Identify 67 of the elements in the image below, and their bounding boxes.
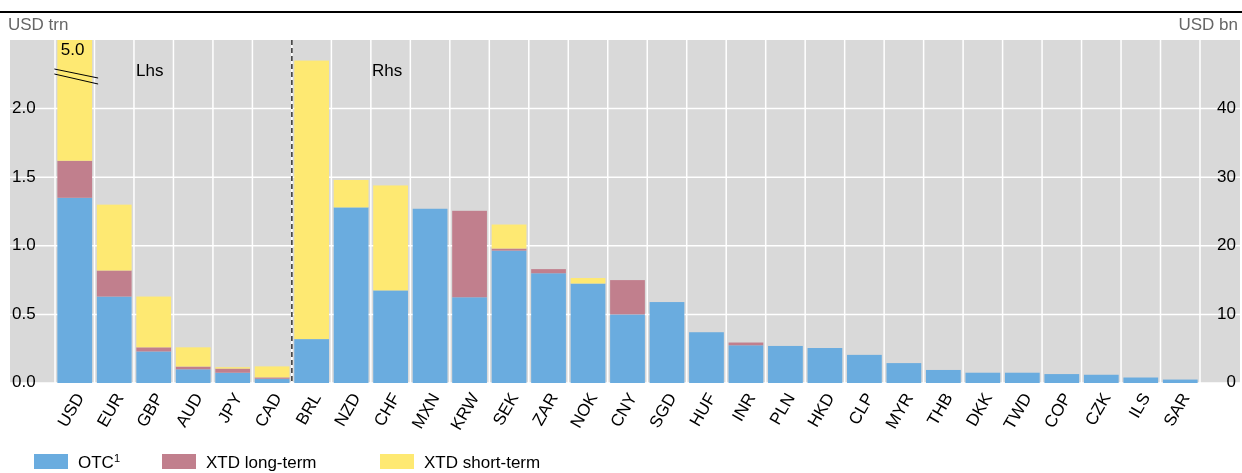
y-tick-label: 1.5 xyxy=(12,166,36,186)
y-tick-label: 0.5 xyxy=(12,303,36,323)
bar xyxy=(57,40,93,161)
bar xyxy=(531,273,566,383)
legend-label: OTC$^{1}$ xyxy=(78,452,121,472)
bar xyxy=(333,207,369,383)
y2-tick-label: 10 xyxy=(1217,303,1236,323)
bar xyxy=(807,348,843,383)
bar xyxy=(491,250,527,383)
bar xyxy=(136,347,172,352)
bar xyxy=(491,224,527,249)
bar xyxy=(373,185,408,291)
bar xyxy=(847,354,882,383)
annotation: Rhs xyxy=(372,61,403,80)
bar xyxy=(610,314,645,383)
bar xyxy=(57,160,93,198)
bar xyxy=(373,290,408,383)
bar xyxy=(965,372,1001,383)
legend-label: XTD long-term xyxy=(206,453,317,472)
bar xyxy=(136,351,172,383)
bar xyxy=(254,378,290,383)
bar xyxy=(294,60,330,340)
bar xyxy=(649,302,685,383)
bar xyxy=(452,210,487,298)
bar xyxy=(96,204,132,271)
y2-axis-title: USD bn xyxy=(1178,15,1238,34)
y-axis-title: USD trn xyxy=(8,15,69,34)
bar xyxy=(531,269,566,274)
bar xyxy=(1083,374,1119,383)
y-tick-label: 1.0 xyxy=(12,235,36,255)
bar xyxy=(215,368,251,373)
y2-tick-label: 40 xyxy=(1217,98,1236,118)
bar xyxy=(1004,372,1040,383)
annotation: 5.0 xyxy=(60,40,85,59)
bar xyxy=(333,179,369,208)
bar xyxy=(294,339,330,383)
bar xyxy=(491,248,527,251)
bar xyxy=(570,278,606,284)
bar xyxy=(610,280,645,315)
y-tick-label: 2.0 xyxy=(12,98,36,118)
bar xyxy=(768,345,803,383)
legend-label: XTD short-term xyxy=(424,453,541,472)
bar xyxy=(1123,377,1159,383)
bar xyxy=(570,283,606,383)
bar xyxy=(57,197,93,383)
bar xyxy=(728,345,764,383)
bar xyxy=(689,332,724,383)
y2-tick-label: 0 xyxy=(1226,372,1236,392)
bar xyxy=(925,369,961,383)
x-tick-label: ILS xyxy=(1124,389,1155,422)
bar xyxy=(96,270,132,297)
bar xyxy=(886,363,922,383)
bar xyxy=(136,296,172,348)
bar xyxy=(215,372,251,383)
bar xyxy=(412,208,448,383)
bar xyxy=(1044,374,1080,383)
bar xyxy=(452,297,487,383)
bar xyxy=(96,296,132,383)
x-tick-label: INR xyxy=(728,389,760,425)
bar xyxy=(175,369,211,383)
bar xyxy=(175,347,211,367)
x-tick-label: BRL xyxy=(291,389,325,428)
bar xyxy=(254,366,290,378)
y2-tick-label: 20 xyxy=(1217,235,1236,255)
annotation: Lhs xyxy=(136,61,164,80)
y2-tick-label: 30 xyxy=(1217,166,1236,186)
y-tick-label: 0.0 xyxy=(12,372,36,392)
